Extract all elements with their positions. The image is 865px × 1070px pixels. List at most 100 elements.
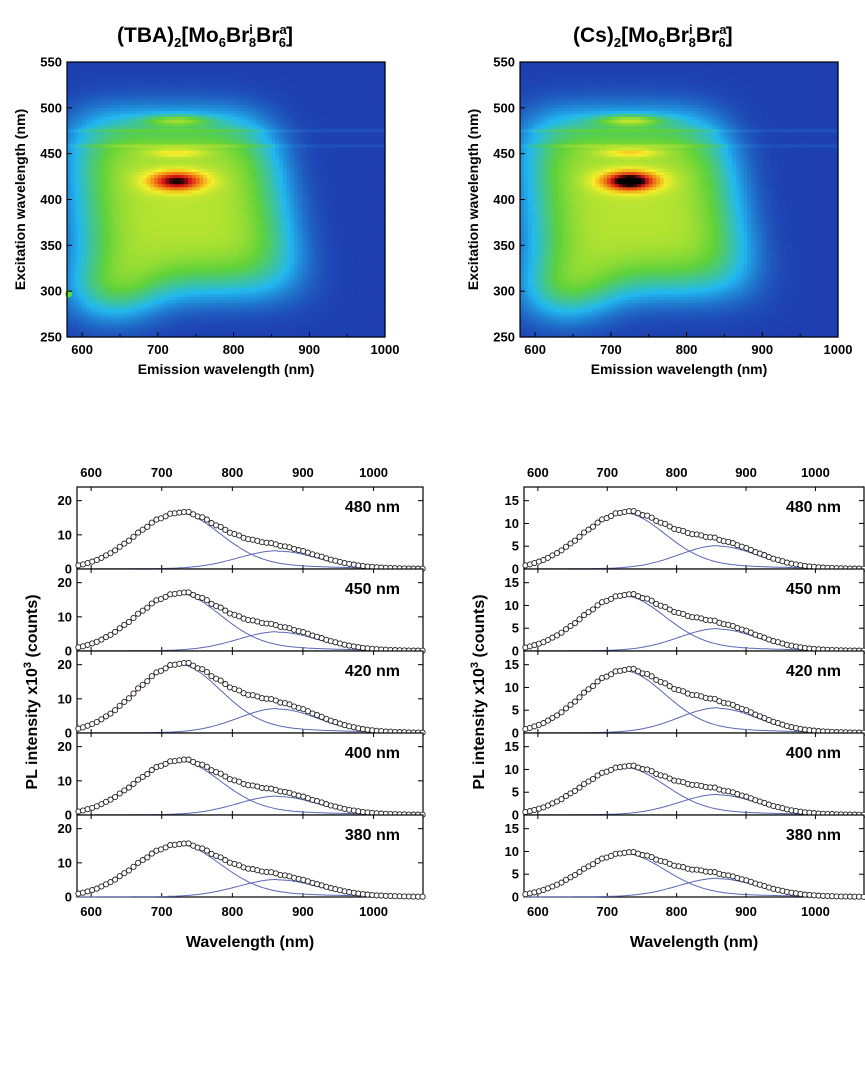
data-point [571, 537, 579, 544]
y-tick-label: 10 [505, 680, 519, 695]
data-point [125, 784, 132, 791]
y-tick-label: 10 [505, 516, 519, 531]
excitation-label: 400 nm [786, 745, 841, 762]
data-point [135, 610, 142, 617]
data-point [116, 790, 123, 797]
data-point [148, 519, 155, 526]
spectrum-panel-2: 0 5 10 15 420 nm [505, 650, 865, 741]
data-point [608, 671, 615, 678]
panel-frame [523, 814, 865, 898]
data-point [107, 796, 114, 803]
excitation-label: 420 nm [345, 663, 400, 680]
data-point [148, 673, 155, 680]
data-point [116, 702, 123, 709]
heatmap-cells [520, 62, 839, 338]
data-point [585, 778, 592, 785]
data-point [112, 628, 119, 635]
spectrum-panel-4: 0 5 10 15 380 nm [505, 814, 865, 905]
data-point [107, 631, 114, 638]
data-point [576, 694, 583, 701]
data-point [139, 607, 146, 614]
y-tick-label: 500 [40, 100, 62, 115]
data-point [148, 600, 155, 607]
spectrum-panel-3: 0 10 20 400 nm [58, 732, 426, 823]
bottom-x-tick-label: 1000 [359, 904, 388, 919]
spectrum-panel-1: 0 5 10 15 450 nm [505, 568, 865, 659]
data-point [107, 550, 114, 557]
data-point [585, 609, 592, 616]
excitation-label: 450 nm [345, 581, 400, 598]
data-point [571, 871, 579, 879]
spectrum-panel-1: 0 10 20 450 nm [58, 568, 426, 659]
top-x-tick-label: 700 [151, 465, 173, 480]
top-x-tick-label: 1000 [359, 465, 388, 480]
bottom-x-tick-label: 600 [80, 904, 102, 919]
y-tick-label: 5 [512, 867, 519, 882]
y-tick-label: 10 [505, 762, 519, 777]
bottom-x-tick-label: 800 [221, 904, 243, 919]
data-point [112, 793, 119, 801]
data-point [121, 698, 128, 705]
y-tick-label: 500 [493, 100, 515, 115]
data-point [580, 612, 588, 619]
x-tick-label: 700 [147, 342, 169, 357]
data-point [135, 776, 142, 783]
excitation-label: 380 nm [786, 827, 841, 844]
x-tick-label: 800 [676, 342, 698, 357]
excitation-label: 380 nm [345, 827, 400, 844]
excitation-label: 480 nm [786, 499, 841, 516]
excitation-label: 480 nm [345, 499, 400, 516]
data-point [558, 709, 565, 716]
y-tick-label: 10 [58, 773, 72, 788]
data-point [549, 714, 556, 721]
data-point [217, 604, 224, 611]
data-point [630, 665, 637, 672]
spectrum-panel-3: 0 5 10 15 400 nm [505, 732, 865, 823]
data-point [121, 870, 128, 877]
data-point [107, 879, 114, 886]
data-point [589, 775, 597, 783]
spectrum-panel-0: 0 5 10 15 480 nm [505, 486, 865, 577]
data-point [222, 526, 229, 533]
data-point [576, 784, 583, 791]
data-point [553, 632, 561, 639]
data-point [544, 554, 551, 561]
data-point [121, 787, 128, 794]
y-tick-label: 0 [65, 644, 72, 659]
data-point [589, 523, 597, 530]
data-point [148, 850, 155, 857]
y-tick-label: 0 [65, 808, 72, 823]
y-tick-label: 5 [512, 539, 519, 554]
data-point [162, 513, 169, 520]
data-point [648, 768, 655, 775]
data-point [558, 629, 565, 636]
data-point [567, 622, 574, 630]
top-x-tick-label: 1000 [801, 465, 830, 480]
y-tick-label: 20 [58, 575, 72, 590]
map-title-left: (TBA)2[Mo6Bri8Bra6] [117, 22, 293, 51]
data-point [162, 844, 169, 851]
data-point [135, 685, 142, 692]
map-x-axis-label: Emission wavelength (nm) [138, 361, 315, 377]
bottom-x-tick-label: 900 [735, 904, 757, 919]
y-tick-label: 300 [40, 284, 62, 299]
y-tick-label: 10 [58, 527, 72, 542]
data-point [139, 857, 146, 864]
data-point [121, 621, 128, 628]
y-tick-label: 0 [65, 726, 72, 741]
y-tick-label: 15 [505, 739, 519, 754]
excitation-emission-map-right: 600 700 800 900 1000 250 300 350 400 450 500 550 Emi… [465, 55, 852, 378]
top-x-tick-label: 700 [596, 465, 618, 480]
data-point [585, 686, 592, 693]
data-point [162, 760, 169, 767]
data-point [135, 859, 142, 866]
data-point [648, 673, 655, 680]
excitation-label: 420 nm [786, 663, 841, 680]
data-point [562, 876, 570, 883]
x-tick-label: 900 [751, 342, 773, 357]
bottom-x-tick-label: 700 [151, 904, 173, 919]
data-point [558, 547, 565, 554]
data-point [648, 597, 655, 604]
